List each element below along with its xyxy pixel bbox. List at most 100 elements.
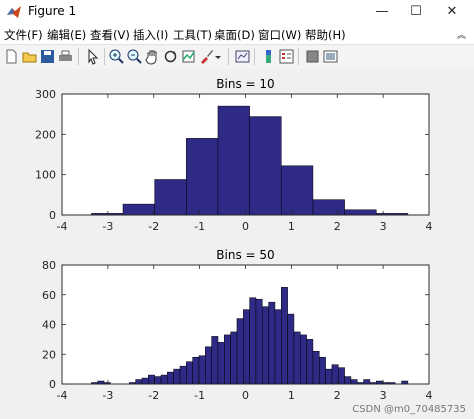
menu-window[interactable]: 窗口(W) [258,28,302,42]
histogram-bar [312,351,320,385]
x-tick-label: 2 [334,389,341,402]
histogram-bar [198,355,206,385]
histogram-bar [230,331,238,385]
histogram-bar [344,376,352,385]
rotate-3d-icon[interactable] [162,48,179,65]
histogram-bar [350,379,358,385]
menu-desktop[interactable]: 桌面(D) [214,28,255,42]
link-plot-icon[interactable] [234,48,251,65]
histogram-bar [217,105,250,216]
x-tick-label: -3 [102,389,113,402]
x-tick-label: -4 [57,389,68,402]
histogram-bar [186,138,219,216]
histogram-bar [300,334,307,385]
x-tick-label: 3 [380,220,387,233]
maximize-button[interactable]: ☐ [410,4,422,19]
histogram-bar [306,339,314,385]
menu-help[interactable]: 帮助(H) [305,28,346,42]
histogram-bar [167,371,174,385]
histogram-bar [236,318,244,385]
histogram-bar [262,306,269,385]
zoom-out-icon[interactable] [126,48,143,65]
histogram-bar [281,287,288,385]
save-icon[interactable] [39,48,56,65]
histogram-bar [179,365,187,385]
y-tick-label: 20 [42,348,56,361]
menu-view[interactable]: 查看(V) [90,28,130,42]
histogram-bar [154,376,162,385]
x-tick-label: 2 [334,220,341,233]
hide-plot-tools-icon[interactable] [304,48,321,65]
x-tick-label: -1 [194,220,205,233]
histogram-bar [249,297,257,385]
histogram-bar [293,331,301,385]
histogram-bar [363,379,371,385]
y-tick-label: 80 [42,259,56,272]
brush-dropdown-icon[interactable] [214,48,222,65]
figure-canvas: -4 -3 -2 -1 0 1 2 3 4 0 100 200 300 Bins = 10 -4 -3 -2 -1… [0,69,474,419]
window-title: Figure 1 [28,4,77,18]
histogram-bar [97,380,105,385]
x-tick-label: -2 [148,389,159,402]
toolbar-separator [298,48,299,65]
histogram-bar [281,165,314,216]
x-tick-label: 4 [426,389,433,402]
chart-title: Bins = 50 [216,248,274,262]
open-file-icon[interactable] [21,48,38,65]
histogram-bar [287,313,295,385]
watermark-text: CSDN @m0_70485735 [352,404,466,415]
edit-plot-arrow-icon[interactable] [84,48,101,65]
histogram-bar [217,342,225,385]
histogram-bar [338,367,345,385]
menu-edit[interactable]: 编辑(E) [47,28,87,42]
y-tick-label: 200 [35,128,56,141]
double-chevron-up-icon[interactable]: ︽ [456,31,466,41]
x-tick-label: 1 [288,389,295,402]
toolbar-separator [228,48,229,65]
chart-title: Bins = 10 [216,77,274,91]
minimize-button[interactable]: — [375,4,389,19]
histogram-bar [312,199,345,216]
y-tick-label: 300 [35,88,56,101]
show-plot-tools-icon[interactable] [322,48,339,65]
insert-legend-icon[interactable] [278,48,295,65]
x-tick-label: 1 [288,220,295,233]
y-tick-label: 0 [49,209,56,222]
close-button[interactable]: ✕ [446,4,458,19]
brush-icon[interactable] [198,48,215,65]
x-tick-label: -2 [148,220,159,233]
insert-colorbar-icon[interactable] [260,48,277,65]
matlab-logo-icon [7,6,21,18]
x-tick-label: -1 [194,389,205,402]
x-tick-label: 3 [380,389,387,402]
histogram-bar [249,116,282,216]
histogram-bar [243,309,250,385]
menu-insert[interactable]: 插入(I) [133,28,169,42]
histogram-bar [141,377,149,385]
print-icon[interactable] [57,48,74,65]
histogram-bar [401,380,409,385]
menu-file[interactable]: 文件(F) [4,28,43,42]
menu-bar: 文件(F) 编辑(E) 查看(V) 插入(I) 工具(T) 桌面(D) 窗口(W… [0,24,474,44]
pan-hand-icon[interactable] [144,48,161,65]
histogram-bar [268,301,276,385]
histogram-bar [122,203,155,216]
window-titlebar: Figure 1 — ☐ ✕ [0,0,474,24]
toolbar-separator [254,48,255,65]
data-cursor-icon[interactable] [180,48,197,65]
x-tick-label: -4 [57,220,68,233]
histogram-bar [274,309,282,385]
histogram-bar [319,356,326,385]
histogram-bar [255,298,263,385]
toolbar-separator [104,48,105,65]
zoom-in-icon[interactable] [108,48,125,65]
new-figure-icon[interactable] [3,48,20,65]
histogram-bar [325,368,333,385]
x-tick-label: 0 [242,389,249,402]
menu-tools[interactable]: 工具(T) [173,28,212,42]
histogram-bar [154,179,187,216]
histogram-bar [186,361,193,385]
figure-toolbar [0,44,474,70]
